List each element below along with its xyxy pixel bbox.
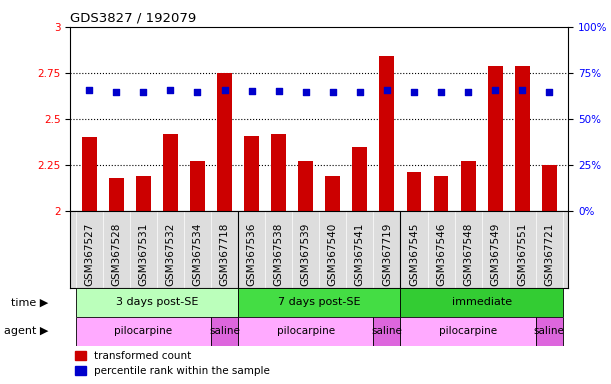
Text: GSM367527: GSM367527 — [84, 223, 94, 286]
Text: 7 days post-SE: 7 days post-SE — [278, 297, 360, 308]
Text: GSM367549: GSM367549 — [490, 223, 500, 286]
Bar — [244, 136, 259, 211]
Bar — [488, 66, 503, 211]
Bar — [536, 317, 563, 346]
Text: GSM367541: GSM367541 — [355, 223, 365, 286]
Point — [518, 88, 527, 94]
Point — [544, 89, 554, 95]
Bar — [82, 137, 97, 211]
Bar — [238, 288, 400, 317]
Text: GSM367551: GSM367551 — [518, 223, 527, 286]
Bar — [211, 317, 238, 346]
Text: pilocarpine: pilocarpine — [277, 326, 335, 336]
Text: pilocarpine: pilocarpine — [114, 326, 172, 336]
Point — [111, 89, 121, 95]
Legend: transformed count, percentile rank within the sample: transformed count, percentile rank withi… — [76, 351, 270, 376]
Text: agent ▶: agent ▶ — [4, 326, 49, 336]
Text: 3 days post-SE: 3 days post-SE — [115, 297, 198, 308]
Text: GSM367538: GSM367538 — [274, 223, 284, 286]
Bar — [190, 161, 205, 211]
Bar — [238, 317, 373, 346]
Point — [301, 89, 310, 95]
Text: GSM367719: GSM367719 — [382, 223, 392, 286]
Text: GSM367539: GSM367539 — [301, 223, 311, 286]
Bar — [400, 317, 536, 346]
Point — [409, 89, 419, 95]
Text: GSM367534: GSM367534 — [192, 223, 202, 286]
Bar — [217, 73, 232, 211]
Text: GSM367536: GSM367536 — [247, 223, 257, 286]
Text: immediate: immediate — [452, 297, 511, 308]
Bar — [379, 56, 394, 211]
Point — [436, 89, 446, 95]
Point — [328, 89, 338, 95]
Bar — [325, 176, 340, 211]
Point — [490, 88, 500, 94]
Point — [274, 88, 284, 94]
Text: saline: saline — [534, 326, 565, 336]
Text: GSM367545: GSM367545 — [409, 223, 419, 286]
Text: GSM367721: GSM367721 — [544, 223, 554, 286]
Point — [219, 88, 229, 94]
Text: saline: saline — [209, 326, 240, 336]
Point — [166, 88, 175, 94]
Text: pilocarpine: pilocarpine — [439, 326, 497, 336]
Bar — [76, 317, 211, 346]
Text: GSM367532: GSM367532 — [166, 223, 175, 286]
Text: GDS3827 / 192079: GDS3827 / 192079 — [70, 11, 197, 24]
Point — [84, 88, 94, 94]
Text: GSM367546: GSM367546 — [436, 223, 446, 286]
Bar — [400, 288, 563, 317]
Bar — [542, 165, 557, 211]
Text: saline: saline — [371, 326, 402, 336]
Point — [463, 89, 473, 95]
Text: GSM367528: GSM367528 — [111, 223, 121, 286]
Bar — [406, 172, 422, 211]
Bar — [109, 178, 123, 211]
Bar — [76, 288, 238, 317]
Bar — [373, 317, 400, 346]
Text: GSM367540: GSM367540 — [327, 223, 338, 286]
Point — [355, 89, 365, 95]
Text: GSM367548: GSM367548 — [463, 223, 473, 286]
Bar — [353, 147, 367, 211]
Bar — [461, 161, 475, 211]
Text: GSM367718: GSM367718 — [219, 223, 230, 286]
Point — [139, 89, 148, 95]
Bar — [136, 176, 151, 211]
Bar — [515, 66, 530, 211]
Point — [247, 88, 257, 94]
Bar — [163, 134, 178, 211]
Point — [382, 88, 392, 94]
Text: GSM367531: GSM367531 — [138, 223, 148, 286]
Bar — [271, 134, 286, 211]
Text: time ▶: time ▶ — [12, 297, 49, 308]
Point — [192, 89, 202, 95]
Bar — [298, 161, 313, 211]
Bar — [434, 176, 448, 211]
